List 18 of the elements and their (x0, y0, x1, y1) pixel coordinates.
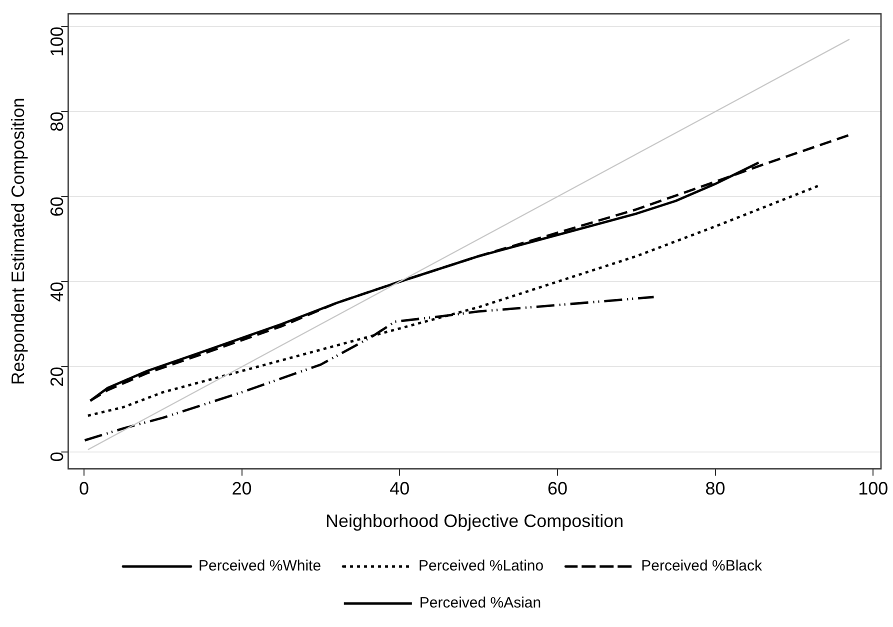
legend-label: Perceived %Black (641, 558, 763, 575)
legend-label: Perceived %Asian (419, 594, 542, 612)
legend-label: Perceived %White (198, 558, 322, 575)
y-tick-label: 20 (47, 366, 68, 387)
x-tick-label: 80 (705, 478, 726, 499)
y-tick-label: 60 (47, 196, 68, 217)
y-axis-title: Respondent Estimated Composition (8, 98, 28, 385)
x-tick-label: 100 (858, 478, 888, 499)
x-tick-label: 0 (78, 478, 89, 499)
y-tick-label: 100 (47, 26, 68, 57)
x-axis-title: Neighborhood Objective Composition (326, 511, 624, 532)
legend-label: Perceived %Latino (418, 558, 544, 575)
y-tick-label: 0 (47, 452, 68, 462)
y-tick-label: 80 (47, 112, 68, 132)
x-tick-label: 60 (547, 478, 568, 499)
x-tick-label: 20 (232, 478, 252, 499)
x-tick-label: 40 (390, 478, 410, 499)
y-tick-label: 40 (47, 282, 68, 302)
